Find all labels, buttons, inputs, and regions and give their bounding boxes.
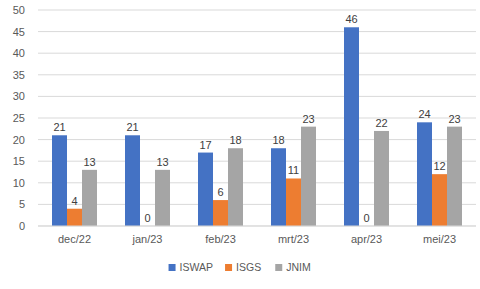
x-tick-label: dec/22 — [58, 233, 91, 245]
bar — [271, 148, 286, 226]
bar — [198, 153, 213, 226]
bar — [213, 200, 228, 226]
grid-line — [38, 53, 476, 54]
background — [0, 0, 480, 289]
legend-label: ISGS — [236, 261, 261, 273]
legend: ISWAP ISGS JNIM — [169, 261, 311, 273]
data-label: 22 — [375, 117, 387, 129]
data-label: 23 — [448, 113, 460, 125]
y-tick-label: 35 — [13, 69, 25, 81]
bar — [155, 170, 170, 226]
bar — [417, 122, 432, 226]
x-tick-label: mei/23 — [423, 233, 456, 245]
bar — [82, 170, 97, 226]
legend-label: JNIM — [286, 261, 311, 273]
chart: 0510152025303540455021211718462440611012… — [0, 0, 480, 289]
y-tick-label: 5 — [19, 198, 25, 210]
data-label: 13 — [156, 156, 168, 168]
y-tick-label: 15 — [13, 155, 25, 167]
data-label: 24 — [418, 108, 430, 120]
y-tick-label: 40 — [13, 47, 25, 59]
bars — [52, 27, 462, 226]
data-label: 23 — [302, 113, 314, 125]
y-tick-label: 10 — [13, 177, 25, 189]
grid-line — [38, 74, 476, 75]
bar — [286, 178, 301, 226]
y-tick-label: 25 — [13, 112, 25, 124]
x-tick-label: apr/23 — [351, 233, 382, 245]
bar — [67, 209, 82, 226]
y-tick-label: 20 — [13, 134, 25, 146]
legend-swatch — [169, 264, 176, 271]
x-tick-label: jan/23 — [132, 233, 163, 245]
y-tick-label: 50 — [13, 4, 25, 16]
y-tick-label: 30 — [13, 90, 25, 102]
data-label: 0 — [363, 212, 369, 224]
bar — [447, 127, 462, 226]
x-tick-label: feb/23 — [205, 233, 236, 245]
data-label: 12 — [433, 160, 445, 172]
legend-swatch — [225, 264, 232, 271]
data-label: 4 — [71, 195, 77, 207]
grid-line — [38, 226, 476, 227]
x-tick-label: mrt/23 — [278, 233, 309, 245]
data-label: 13 — [83, 156, 95, 168]
grid-line — [38, 161, 476, 162]
grid-line — [38, 139, 476, 140]
y-tick-label: 0 — [19, 220, 25, 232]
grid-line — [38, 31, 476, 32]
bar — [301, 127, 316, 226]
data-label: 18 — [272, 134, 284, 146]
bar — [52, 135, 67, 226]
y-tick-label: 45 — [13, 26, 25, 38]
data-label: 46 — [345, 13, 357, 25]
data-label: 11 — [288, 164, 299, 176]
data-label: 21 — [53, 121, 65, 133]
data-label: 18 — [229, 134, 241, 146]
grid-line — [38, 118, 476, 119]
grid-line — [38, 182, 476, 183]
bar — [344, 27, 359, 226]
data-label: 6 — [217, 186, 223, 198]
data-label: 17 — [199, 139, 211, 151]
grid-line — [38, 204, 476, 205]
bar — [125, 135, 140, 226]
data-label: 21 — [126, 121, 138, 133]
legend-swatch — [275, 264, 282, 271]
legend-label: ISWAP — [180, 261, 213, 273]
bar — [228, 148, 243, 226]
x-axis — [38, 226, 476, 227]
bar — [374, 131, 389, 226]
data-label: 0 — [144, 212, 150, 224]
bar — [432, 174, 447, 226]
grid-line — [38, 10, 476, 11]
data-labels: 21 21 17 18 46 24 4 0 6 11 0 12 13 13 18 23 22 23 — [53, 13, 460, 224]
grid-line — [38, 96, 476, 97]
